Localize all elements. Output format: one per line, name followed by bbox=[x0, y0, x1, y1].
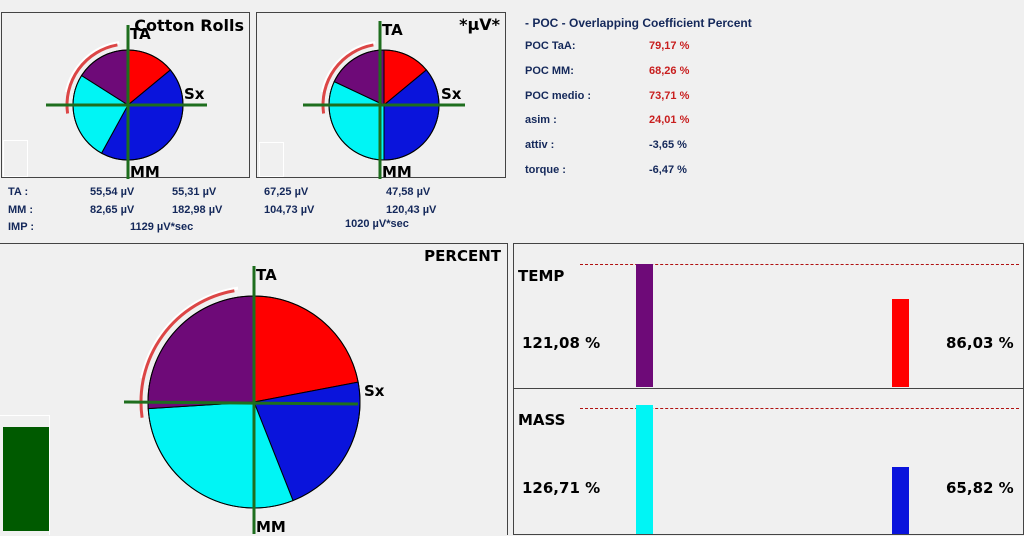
color-swatch bbox=[3, 140, 28, 177]
pie-chart-microvolt: TA Sx MM bbox=[303, 21, 465, 179]
axis-label-right: Sx bbox=[441, 85, 462, 103]
pie-chart-percent: TA Sx MM bbox=[123, 266, 385, 536]
pie-chart-cotton-rolls: TA Sx MM bbox=[46, 25, 207, 179]
axis-label-bottom: MM bbox=[256, 518, 286, 536]
stats-ta-value: 67,25 µV bbox=[264, 186, 309, 198]
temp-bar-panel: TEMP 121,08 % 86,03 % bbox=[513, 243, 1024, 389]
arc-highlight-red bbox=[139, 289, 235, 418]
arc-highlight-red bbox=[321, 43, 374, 114]
stats-ta-value: 47,58 µV bbox=[386, 186, 431, 198]
poc-row-value: 79,17 % bbox=[649, 40, 690, 52]
stats-imp-value: 1129 µV*sec bbox=[130, 221, 194, 233]
poc-row-value: -3,65 % bbox=[649, 139, 687, 151]
axis-label-top: TA bbox=[382, 21, 403, 39]
temp-left-bar bbox=[636, 264, 653, 387]
pie-panel-percent: PERCENT TA Sx MM bbox=[0, 243, 508, 536]
poc-row-value: -6,47 % bbox=[649, 164, 687, 176]
stats-mm-value: 104,73 µV bbox=[264, 204, 315, 216]
stats-mm-value: 182,98 µV bbox=[172, 204, 223, 216]
poc-row-value: 73,71 % bbox=[649, 90, 690, 102]
color-swatch bbox=[259, 142, 284, 177]
horizontal-axis bbox=[123, 400, 359, 406]
mass-left-percent: 126,71 % bbox=[522, 479, 601, 497]
green-level-bar bbox=[3, 427, 49, 531]
temp-right-bar bbox=[892, 299, 909, 387]
axis-label-right: Sx bbox=[184, 85, 205, 103]
stats-mm-value: 120,43 µV bbox=[386, 204, 437, 216]
stats-mm-value: 82,65 µV bbox=[90, 204, 135, 216]
poc-row-label: attiv : bbox=[525, 139, 555, 151]
arc-highlight-white bbox=[64, 41, 120, 93]
mass-bar-panel: MASS 126,71 % 65,82 % bbox=[513, 388, 1024, 535]
temp-left-percent: 121,08 % bbox=[522, 334, 601, 352]
poc-row-label: POC MM: bbox=[525, 65, 574, 77]
mass-title: MASS bbox=[518, 411, 566, 429]
axis-label-top: TA bbox=[130, 25, 151, 43]
poc-row-label: torque : bbox=[525, 164, 566, 176]
pie-panel-title: *µV* bbox=[459, 15, 500, 34]
mass-right-percent: 65,82 % bbox=[946, 479, 1014, 497]
stats-ta-value: 55,54 µV bbox=[90, 186, 135, 198]
stats-label-imp: IMP : bbox=[8, 221, 35, 233]
reference-line bbox=[580, 264, 1019, 265]
mass-left-bar bbox=[636, 405, 653, 534]
poc-row-value: 68,26 % bbox=[649, 65, 690, 77]
pie-panel-microvolt: *µV* TA Sx MM bbox=[256, 12, 506, 179]
green-bar-frame bbox=[0, 415, 50, 535]
poc-row-label: POC medio : bbox=[525, 90, 592, 102]
temp-title: TEMP bbox=[518, 267, 565, 285]
poc-row-label: asim : bbox=[525, 114, 557, 126]
temp-right-percent: 86,03 % bbox=[946, 334, 1014, 352]
pie-panel-cotton-rolls: Cotton Rolls TA Sx MM bbox=[1, 12, 250, 179]
pie-panel-title: Cotton Rolls bbox=[134, 16, 244, 35]
arc-highlight-white bbox=[140, 286, 239, 379]
poc-row-label: POC TaA: bbox=[525, 40, 576, 52]
stats-label-mm: MM : bbox=[8, 204, 34, 216]
mass-right-bar bbox=[892, 467, 909, 534]
arc-highlight-red bbox=[65, 43, 118, 114]
stats-label-ta: TA : bbox=[8, 186, 29, 198]
pie-panel-title: PERCENT bbox=[424, 247, 501, 265]
reference-line bbox=[580, 408, 1019, 409]
poc-row-value: 24,01 % bbox=[649, 114, 690, 126]
stats-ta-value: 55,31 µV bbox=[172, 186, 217, 198]
axis-label-bottom: MM bbox=[382, 163, 412, 179]
axis-label-top: TA bbox=[256, 266, 277, 284]
axis-label-right: Sx bbox=[364, 382, 385, 400]
arc-highlight-white bbox=[320, 41, 376, 93]
stats-imp-value: 1020 µV*sec bbox=[345, 218, 409, 230]
axis-label-bottom: MM bbox=[130, 163, 160, 179]
pie-slice-purple bbox=[147, 295, 255, 410]
poc-title: - POC - Overlapping Coefficient Percent bbox=[525, 16, 752, 30]
